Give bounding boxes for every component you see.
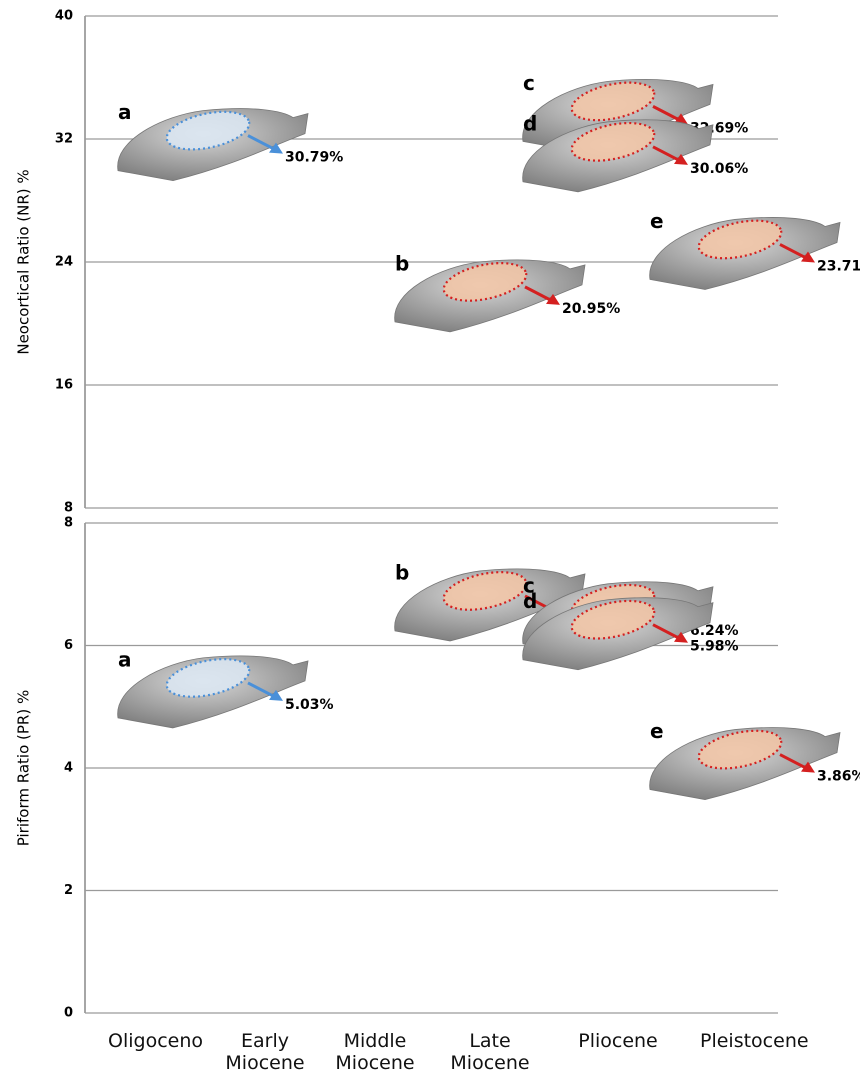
value-label: 5.03%: [285, 697, 334, 713]
value-label: 30.79%: [285, 150, 343, 166]
specimen-label: a: [118, 100, 132, 124]
y-tick-label: 16: [55, 378, 73, 393]
value-label: 5.98%: [690, 639, 739, 655]
chart: 816243240Neocortical Ratio (NR) %30.79%a…: [0, 0, 860, 1079]
specimen-label: b: [395, 560, 409, 584]
specimen-label: b: [395, 251, 409, 275]
x-tick-label: Middle Miocene: [330, 1030, 420, 1074]
y-tick-label: 8: [64, 516, 73, 531]
value-label: 3.86%: [817, 769, 860, 785]
specimen-label: e: [650, 719, 664, 743]
specimen-label: c: [523, 71, 535, 95]
specimen: 20.95% b: [395, 251, 621, 332]
y-tick-label: 40: [55, 9, 73, 24]
y-tick-label: 2: [64, 883, 73, 898]
specimen: 23.71% e: [650, 209, 860, 289]
y-tick-label: 0: [64, 1006, 73, 1021]
specimen: 30.79% a: [118, 100, 344, 180]
specimen-label: d: [523, 111, 537, 135]
x-tick-label: Early Miocene: [220, 1030, 310, 1074]
value-label: 30.06%: [690, 161, 748, 177]
y-tick-label: 8: [64, 501, 73, 516]
y-tick-label: 24: [55, 255, 73, 270]
specimen-label: d: [523, 589, 537, 613]
y-axis-title: Neocortical Ratio (NR) %: [15, 169, 33, 354]
page: 816243240Neocortical Ratio (NR) %30.79%a…: [0, 0, 860, 1079]
y-axis-title: Piriform Ratio (PR) %: [15, 690, 33, 846]
x-tick-label: Pleistocene: [700, 1030, 790, 1052]
specimen-label: e: [650, 209, 664, 233]
x-tick-label: Oligoceno: [108, 1030, 198, 1052]
y-tick-label: 4: [64, 761, 73, 776]
y-tick-label: 32: [55, 132, 73, 147]
x-tick-label: Late Miocene: [445, 1030, 535, 1074]
specimen-label: a: [118, 647, 132, 671]
x-tick-label: Pliocene: [573, 1030, 663, 1052]
value-label: 20.95%: [562, 301, 620, 317]
value-label: 23.71%: [817, 258, 860, 274]
specimen: 5.03% a: [118, 647, 334, 728]
specimen: 3.86% e: [650, 719, 860, 800]
y-tick-label: 6: [64, 638, 73, 653]
